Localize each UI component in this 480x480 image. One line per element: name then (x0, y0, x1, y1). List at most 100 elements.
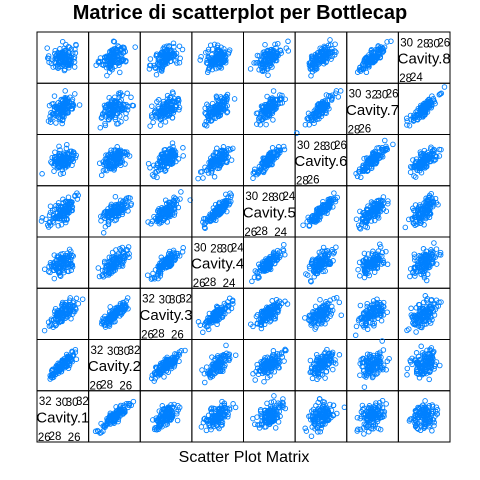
scatter-point (332, 41, 338, 47)
scatter-point (66, 58, 73, 65)
diagonal-tick-label: 26 (437, 37, 450, 49)
scatter-point (55, 200, 62, 206)
scatter-point (46, 55, 52, 62)
scatter-point (66, 206, 73, 213)
scatter-point (268, 52, 275, 59)
scatter-point (277, 47, 284, 53)
variable-name: Cavity.4 (191, 256, 244, 273)
scatter-point (316, 249, 323, 256)
scatter-point (279, 100, 285, 106)
scatter-point (251, 60, 257, 66)
scatter-point (421, 155, 428, 162)
variable-name: Cavity.6 (294, 153, 347, 170)
scatter-point (372, 58, 378, 64)
scatter-point (112, 94, 118, 100)
scatter-point (197, 57, 203, 63)
scatter-point (124, 90, 130, 97)
scatter-point (123, 115, 129, 121)
scatter-point (208, 59, 214, 65)
scatter-point (211, 174, 218, 180)
scatter-point (354, 173, 361, 180)
scatter-point (60, 104, 67, 110)
scatter-point (64, 151, 70, 158)
scatter-point (320, 53, 327, 59)
scatter-point (96, 160, 103, 166)
scatter-point (203, 49, 209, 56)
scatter-point (214, 94, 220, 101)
scatter-point (268, 49, 274, 55)
scatter-point (59, 38, 66, 45)
scatter-point (215, 47, 221, 53)
scatter-point (169, 89, 176, 95)
chart-title: Matrice di scatterplot per Bottlecap (72, 2, 408, 24)
scatter-point (437, 91, 443, 97)
scatter-point (256, 163, 263, 170)
scatter-point (309, 114, 315, 120)
scatter-point (418, 103, 425, 110)
scatter-point (265, 72, 271, 78)
scatter-point (147, 56, 154, 62)
scatter-point (363, 69, 370, 76)
scatter-point (166, 43, 172, 49)
scatter-point (416, 167, 423, 174)
scatter-point (228, 157, 235, 163)
scatter-point (61, 67, 68, 74)
scatter-point (151, 62, 157, 69)
scatter-point (220, 151, 227, 157)
scatter-point (163, 54, 169, 61)
scatter-point (177, 196, 183, 202)
scatter-point (322, 53, 329, 60)
scatter-point (149, 103, 155, 109)
scatter-point (59, 113, 65, 119)
scatter-point (197, 169, 204, 175)
diagonal-tick-label: 32 (365, 90, 378, 102)
scatter-point (156, 61, 163, 68)
scatter-point (429, 93, 435, 99)
scatter-point (101, 102, 108, 109)
scatter-point (417, 149, 424, 155)
scatter-point (170, 107, 177, 114)
scatter-point (103, 152, 109, 158)
scatter-point (104, 103, 110, 110)
scatter-point (431, 147, 438, 154)
scatter-point (63, 145, 70, 152)
scatter-point (263, 102, 270, 108)
scatter-point (55, 105, 61, 112)
scatter-point (357, 302, 364, 309)
scatter-point (206, 54, 212, 61)
scatter-point (268, 47, 274, 53)
scatter-point (62, 209, 68, 216)
scatter-point (259, 107, 266, 114)
scatter-point (302, 121, 309, 128)
scatter-point (62, 106, 68, 113)
diagonal-tick-label: 26 (334, 140, 347, 152)
scatter-point (69, 199, 75, 205)
scatter-point (333, 49, 339, 55)
scatter-point (205, 46, 212, 53)
scatter-point (59, 109, 65, 116)
diagonal-tick-label: 30 (245, 191, 258, 203)
scatter-point (319, 102, 325, 108)
scatter-point (118, 97, 124, 103)
scatter-point (175, 95, 182, 102)
scatter-point (331, 190, 337, 196)
scatter-point (264, 93, 270, 100)
scatter-point (59, 53, 66, 60)
scatter-point (256, 167, 262, 173)
scatter-point (221, 46, 227, 52)
scatter-point (333, 244, 339, 250)
scatter-point (269, 107, 276, 114)
scatter-point (153, 112, 159, 118)
scatter-point (417, 112, 424, 118)
scatter-point (436, 91, 443, 98)
scatter-point (107, 110, 114, 116)
scatter-point (53, 55, 59, 62)
scatter-point (153, 71, 160, 78)
scatter-point (169, 140, 176, 146)
scatter-point (104, 167, 110, 174)
scatter-point (423, 104, 430, 111)
scatter-point (205, 117, 212, 123)
scatter-point (353, 216, 360, 222)
scatter-point (71, 149, 77, 156)
scatter-point (403, 115, 410, 122)
